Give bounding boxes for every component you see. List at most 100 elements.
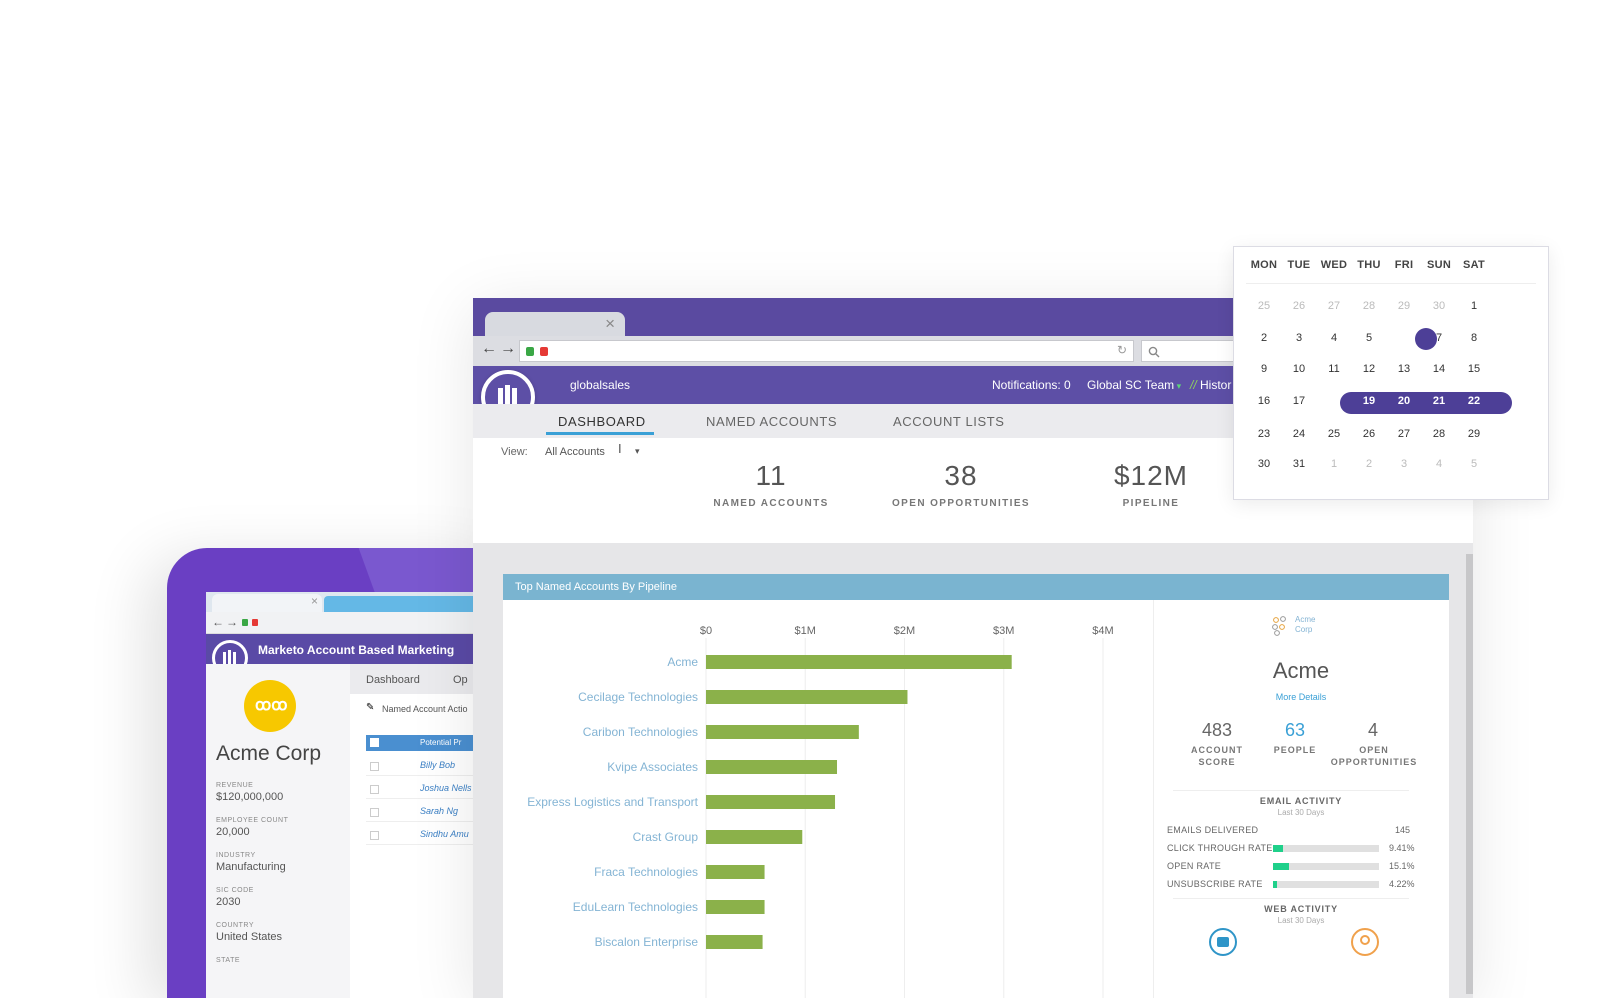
row-checkbox[interactable]: [370, 831, 379, 840]
person-name-link[interactable]: Billy Bob: [420, 760, 456, 770]
person-name-link[interactable]: Joshua Nells: [420, 783, 472, 793]
calendar-day[interactable]: 4: [1330, 332, 1338, 344]
calendar-day[interactable]: 3: [1400, 458, 1408, 470]
calendar-day[interactable]: 21: [1432, 395, 1446, 407]
team-selector[interactable]: Global SC Team ▾: [1087, 378, 1181, 392]
calendar-day[interactable]: 2: [1260, 332, 1268, 344]
chart-bar[interactable]: [706, 795, 836, 809]
chart-bar[interactable]: [706, 690, 908, 704]
row-checkbox[interactable]: [370, 785, 379, 794]
calendar-day[interactable]: 6: [1400, 332, 1408, 344]
calendar-day[interactable]: 31: [1292, 458, 1306, 470]
row-checkbox[interactable]: [370, 808, 379, 817]
select-all-checkbox[interactable]: [370, 738, 379, 747]
chart-bar[interactable]: [706, 655, 1012, 669]
calendar-day[interactable]: 29: [1467, 428, 1481, 440]
calendar-day[interactable]: 5: [1365, 332, 1373, 344]
calendar-day[interactable]: 26: [1362, 428, 1376, 440]
person-name-link[interactable]: Sindhu Amu: [420, 829, 469, 839]
table-row[interactable]: Billy Bob: [366, 756, 507, 776]
calendar-day[interactable]: 9: [1260, 363, 1268, 375]
table-row[interactable]: Sindhu Amu: [366, 825, 507, 845]
row-checkbox[interactable]: [370, 762, 379, 771]
table-row[interactable]: Sarah Ng: [366, 802, 507, 822]
chart-bar[interactable]: [706, 900, 765, 914]
laptop-tab-op[interactable]: Op: [453, 674, 468, 686]
calendar-day[interactable]: 16: [1257, 395, 1271, 407]
chart-bar[interactable]: [706, 830, 803, 844]
date-picker[interactable]: MON TUE WED THU FRI SUN SAT 25 26 27 28 29 30 1 2 3 4 5 6 7…: [1233, 246, 1549, 500]
visitor-icon[interactable]: [1351, 928, 1379, 956]
calendar-day[interactable]: 3: [1295, 332, 1303, 344]
calendar-day[interactable]: 12: [1362, 363, 1376, 375]
chart-bar[interactable]: [706, 760, 838, 774]
url-input[interactable]: ↻: [519, 340, 1134, 362]
calendar-day[interactable]: 19: [1362, 395, 1376, 407]
calendar-day[interactable]: 5: [1470, 458, 1478, 470]
reload-icon[interactable]: ↻: [1116, 343, 1127, 357]
forward-arrow-icon[interactable]: →: [500, 340, 516, 357]
calendar-day[interactable]: 8: [1470, 332, 1478, 344]
bar-category-label[interactable]: EduLearn Technologies: [573, 900, 698, 914]
calendar-day[interactable]: 11: [1328, 363, 1340, 375]
close-icon[interactable]: ×: [310, 594, 318, 608]
calendar-day[interactable]: 20: [1397, 395, 1411, 407]
tab-account-lists[interactable]: ACCOUNT LISTS: [893, 414, 1005, 429]
table-row[interactable]: Joshua Nells: [366, 779, 507, 799]
calendar-day[interactable]: 1: [1470, 300, 1478, 312]
bar-category-label[interactable]: Kvipe Associates: [607, 760, 698, 774]
browser-tab[interactable]: ×: [485, 312, 625, 336]
calendar-day[interactable]: 30: [1432, 300, 1446, 312]
calendar-day[interactable]: 7: [1435, 332, 1443, 344]
bar-category-label[interactable]: Crast Group: [633, 830, 699, 844]
bar-category-label[interactable]: Fraca Technologies: [594, 865, 698, 879]
calendar-day[interactable]: 22: [1467, 395, 1481, 407]
calendar-day[interactable]: 15: [1467, 363, 1481, 375]
calendar-day[interactable]: 1: [1330, 458, 1338, 470]
calendar-day[interactable]: 28: [1362, 300, 1376, 312]
calendar-day[interactable]: 10: [1292, 363, 1306, 375]
bar-category-label[interactable]: Acme: [667, 655, 698, 669]
calendar-day[interactable]: 2: [1365, 458, 1373, 470]
notifications-link[interactable]: Notifications: 0: [992, 378, 1071, 392]
web-page-icon[interactable]: [1209, 928, 1237, 956]
calendar-day[interactable]: 17: [1292, 395, 1306, 407]
forward-arrow-icon[interactable]: →: [226, 615, 238, 629]
back-arrow-icon[interactable]: ←: [212, 615, 224, 629]
calendar-day[interactable]: 25: [1327, 428, 1341, 440]
view-select[interactable]: All Accounts I ▾: [545, 441, 645, 463]
back-arrow-icon[interactable]: ←: [481, 340, 497, 357]
calendar-day[interactable]: 14: [1432, 363, 1446, 375]
bar-category-label[interactable]: Caribon Technologies: [583, 725, 698, 739]
laptop-tab[interactable]: ×: [212, 594, 322, 612]
calendar-day[interactable]: 28: [1432, 428, 1446, 440]
more-details-link[interactable]: More Details: [1275, 692, 1327, 702]
calendar-day[interactable]: 23: [1257, 428, 1271, 440]
calendar-day[interactable]: 29: [1397, 300, 1411, 312]
bar-category-label[interactable]: Cecilage Technologies: [578, 690, 698, 704]
scrollbar[interactable]: [1466, 554, 1473, 994]
calendar-day[interactable]: 27: [1327, 300, 1341, 312]
bar-category-label[interactable]: Express Logistics and Transport: [527, 795, 698, 809]
calendar-day[interactable]: 13: [1397, 363, 1411, 375]
calendar-day[interactable]: 30: [1257, 458, 1271, 470]
calendar-day[interactable]: 24: [1292, 428, 1306, 440]
workspace-name[interactable]: globalsales: [570, 378, 631, 392]
chart-bar[interactable]: [706, 725, 859, 739]
close-icon[interactable]: ×: [605, 314, 615, 333]
calendar-day[interactable]: 27: [1397, 428, 1411, 440]
people-value[interactable]: 63: [1284, 720, 1306, 740]
calendar-day[interactable]: 26: [1292, 300, 1306, 312]
history-link[interactable]: // Histor: [1190, 378, 1231, 392]
named-account-action[interactable]: Named Account Actio: [382, 704, 468, 714]
chart-bar[interactable]: [706, 935, 763, 949]
calendar-day[interactable]: 25: [1257, 300, 1271, 312]
person-name-link[interactable]: Sarah Ng: [420, 806, 459, 816]
chart-bar[interactable]: [706, 865, 765, 879]
calendar-day[interactable]: 4: [1435, 458, 1443, 470]
tab-dashboard[interactable]: DASHBOARD: [558, 414, 646, 429]
tab-named-accounts[interactable]: NAMED ACCOUNTS: [706, 414, 838, 429]
laptop-tab-dashboard[interactable]: Dashboard: [366, 674, 420, 686]
calendar-day[interactable]: 18: [1327, 395, 1341, 407]
bar-category-label[interactable]: Biscalon Enterprise: [595, 935, 699, 949]
